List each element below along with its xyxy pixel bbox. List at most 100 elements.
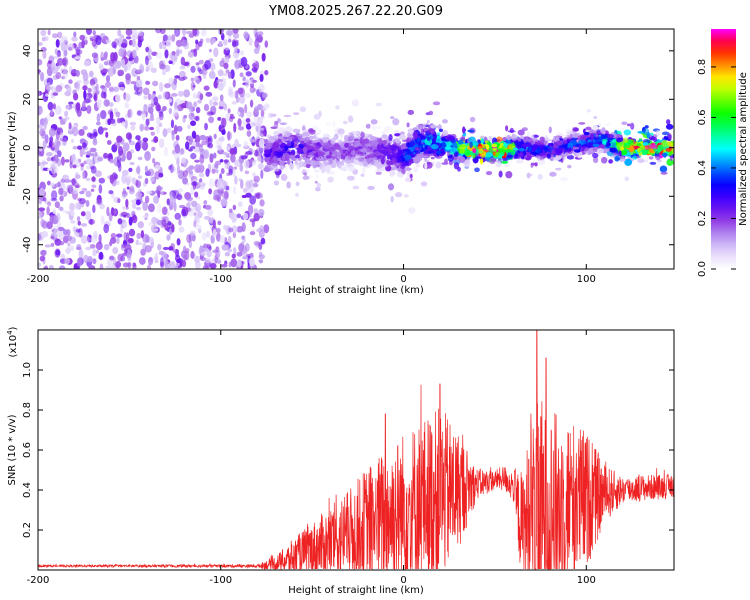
spectrogram-cell — [136, 69, 143, 73]
spectrogram-cell — [359, 162, 364, 166]
spectrogram-cell — [222, 181, 228, 187]
spectrogram-cell — [355, 158, 361, 161]
spectrogram-cell — [221, 129, 226, 135]
spectrogram-cell — [415, 153, 424, 157]
spectrogram-cell — [124, 92, 131, 103]
spectrogram-cell — [534, 139, 541, 145]
spectrogram-cell — [200, 69, 208, 75]
spectrogram-cell — [366, 164, 374, 168]
spectrogram-cell — [70, 154, 76, 165]
spectrogram-cell — [91, 38, 97, 47]
spectrogram-cell — [661, 139, 669, 148]
spectrogram-cell — [362, 161, 369, 167]
spectrogram-cell — [147, 106, 154, 114]
spectrogram-cell — [91, 176, 96, 182]
spectrogram-cell — [131, 177, 137, 185]
spectrogram-cell — [636, 142, 642, 147]
spectrogram-cell — [58, 116, 62, 120]
spectrogram-y-tick-label: 20 — [22, 93, 33, 106]
spectrogram-cell — [228, 35, 232, 43]
spectrogram-cell — [237, 87, 244, 95]
spectrogram-cell — [412, 131, 418, 139]
spectrogram-cell — [46, 114, 51, 122]
spectrogram-cell — [144, 125, 150, 131]
spectrogram-cell — [517, 129, 525, 136]
spectrogram-cell — [230, 213, 238, 223]
spectrogram-cell — [240, 179, 244, 189]
spectrogram-cell — [54, 105, 62, 115]
snr-x-tick-label: -200 — [27, 575, 50, 586]
spectrogram-cell — [228, 208, 233, 213]
spectrogram-cell — [665, 123, 674, 130]
spectrogram-cell — [47, 29, 51, 36]
spectrogram-cell — [317, 151, 326, 156]
spectrogram-cell — [300, 140, 305, 145]
spectrogram-cell — [236, 111, 241, 116]
spectrogram-cell — [186, 233, 192, 243]
spectrogram-cell — [337, 139, 343, 145]
spectrogram-cell — [100, 57, 105, 61]
spectrogram-cell — [445, 146, 453, 150]
spectrogram-cell — [618, 150, 622, 157]
spectrogram-cell — [666, 119, 671, 125]
spectrogram-cell — [424, 130, 431, 136]
spectrogram-cell — [158, 172, 164, 178]
spectrogram-cell — [249, 139, 257, 143]
spectrogram-cell — [440, 142, 447, 148]
spectrogram-cell — [239, 50, 245, 56]
spectrogram-cell — [556, 131, 563, 137]
spectrogram-cell — [199, 93, 204, 101]
spectrogram-cell — [169, 195, 176, 206]
spectrogram-cell — [99, 263, 104, 269]
spectrogram-cell — [325, 155, 332, 159]
spectrogram-cell — [613, 152, 618, 156]
spectrogram-cell — [58, 231, 65, 240]
spectrogram-cell — [253, 29, 258, 38]
spectrogram-cell — [86, 105, 92, 114]
spectrogram-cell — [187, 135, 193, 140]
spectrogram-cell — [183, 115, 188, 119]
spectrogram-cell — [38, 124, 44, 129]
spectrogram-cell — [67, 43, 75, 51]
spectrogram-cell — [260, 169, 264, 180]
spectrogram-cell — [190, 120, 197, 127]
spectrogram-cell — [126, 186, 130, 190]
spectrogram-cell — [97, 156, 104, 162]
spectrogram-y-axis-label: Frequency (Hz) — [7, 111, 18, 187]
spectrogram-cell — [203, 85, 210, 91]
spectrogram-cell — [431, 113, 438, 117]
spectrogram-cell — [620, 158, 626, 163]
spectrogram-cell — [127, 261, 132, 269]
spectrogram-cell — [252, 182, 259, 188]
spectrogram-cell — [73, 31, 77, 38]
snr-y-tick-label: 0.4 — [22, 482, 33, 498]
spectrogram-cell — [105, 265, 113, 269]
spectrogram-cell — [193, 101, 198, 108]
spectrogram-cell — [146, 190, 153, 195]
spectrogram-cell — [222, 39, 228, 46]
spectrogram-cell — [50, 190, 58, 201]
spectrogram-cell — [581, 146, 589, 152]
spectrogram-cell — [177, 90, 184, 97]
spectrogram-cell — [555, 147, 563, 154]
spectrogram-cell — [92, 248, 97, 257]
spectrogram-cell — [430, 156, 435, 160]
spectrogram-cell — [392, 171, 396, 175]
spectrogram-cell — [327, 176, 334, 183]
spectrogram-cell — [258, 259, 264, 264]
spectrogram-cell — [317, 128, 322, 134]
spectrogram-cell — [95, 90, 100, 95]
spectrogram-cell — [447, 154, 454, 162]
spectrogram-cell — [164, 222, 169, 231]
spectrogram-cell — [258, 138, 266, 149]
spectrogram-cell — [555, 155, 562, 160]
spectrogram-cell — [461, 157, 465, 162]
spectrogram-cell — [399, 165, 405, 169]
spectrogram-cell — [46, 82, 51, 91]
spectrogram-cell — [117, 218, 123, 225]
spectrogram-cell — [57, 31, 63, 39]
spectrogram-cell — [238, 243, 245, 253]
spectrogram-cell — [205, 168, 210, 177]
spectrogram-cell — [195, 141, 200, 148]
spectrogram-cell — [655, 129, 660, 137]
